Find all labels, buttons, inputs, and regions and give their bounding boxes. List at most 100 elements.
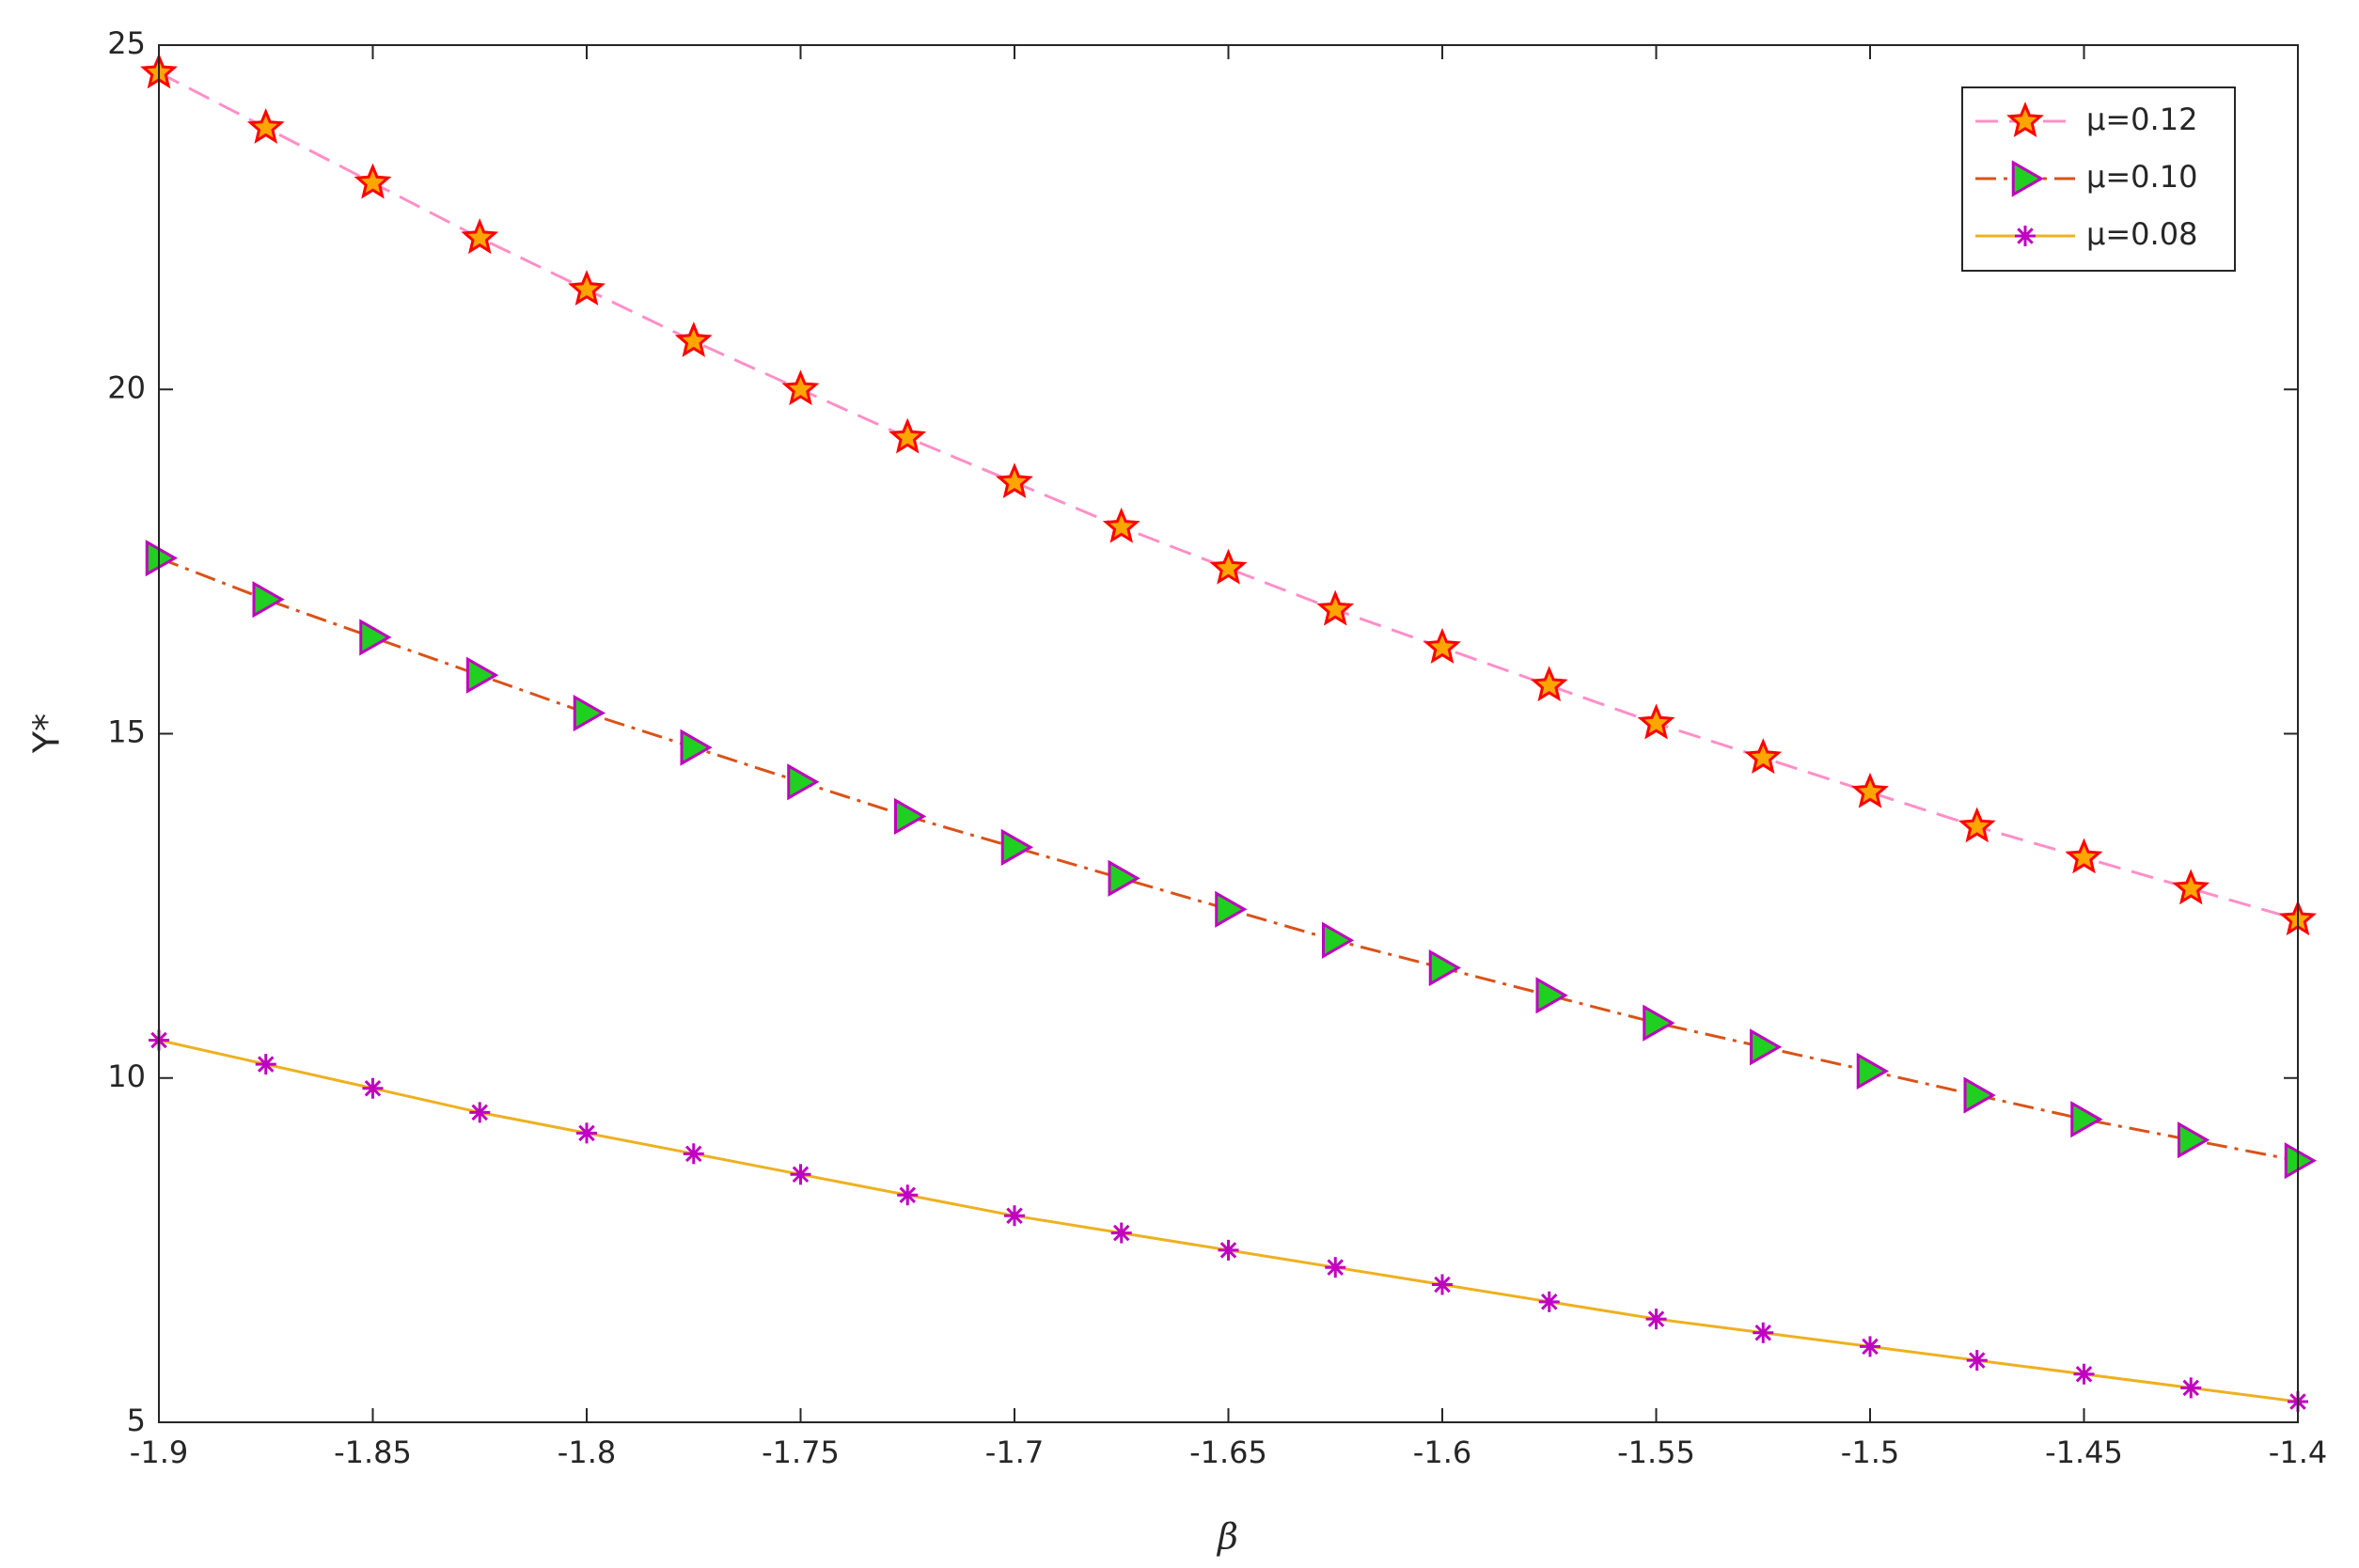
marker-stroke — [1754, 1325, 1772, 1341]
marker — [362, 1077, 384, 1099]
x-tick-label: -1.9 — [130, 1435, 188, 1470]
marker — [2172, 869, 2210, 905]
marker — [359, 619, 392, 656]
marker — [2011, 160, 2045, 197]
marker-stroke — [1540, 1294, 1558, 1310]
marker — [1643, 1004, 1675, 1042]
x-tick-label: -1.5 — [1841, 1435, 1899, 1470]
marker — [1851, 772, 1889, 808]
marker — [246, 107, 285, 144]
marker — [1000, 828, 1034, 866]
marker — [1637, 703, 1675, 740]
marker — [461, 218, 499, 255]
marker — [1428, 949, 1462, 987]
marker — [1530, 666, 1568, 702]
marker — [1856, 1052, 1890, 1090]
x-tick-label: -1.8 — [558, 1435, 616, 1470]
marker — [573, 694, 606, 732]
marker — [1110, 1222, 1132, 1244]
marker — [568, 270, 605, 306]
y-tick-label: 5 — [127, 1403, 146, 1438]
marker-stroke — [257, 1056, 275, 1073]
series-line — [158, 71, 2299, 921]
marker — [469, 1102, 491, 1123]
marker — [1218, 1239, 1239, 1261]
marker — [466, 656, 499, 694]
marker-stroke — [1434, 1276, 1451, 1294]
marker — [889, 417, 927, 454]
marker — [1963, 1076, 1996, 1114]
marker-stroke — [1647, 1310, 1665, 1327]
marker — [252, 581, 285, 619]
marker — [1423, 628, 1461, 664]
marker-stroke — [1327, 1259, 1345, 1276]
marker — [1209, 548, 1248, 585]
marker-stroke — [1862, 1338, 1879, 1356]
y-tick-label: 15 — [107, 714, 146, 750]
marker — [787, 763, 820, 801]
marker — [2070, 1101, 2103, 1138]
marker — [683, 1143, 704, 1165]
marker-stroke — [1112, 1224, 1130, 1242]
marker — [1432, 1274, 1453, 1295]
marker — [1645, 1309, 1667, 1330]
marker — [1535, 977, 1568, 1014]
legend-box — [1961, 86, 2236, 272]
marker — [2073, 1363, 2095, 1385]
x-tick-label: -1.75 — [762, 1435, 840, 1470]
marker — [2180, 1377, 2202, 1399]
x-tick-label: -1.85 — [334, 1435, 412, 1470]
marker-stroke — [364, 1079, 382, 1097]
marker — [680, 729, 713, 766]
marker — [1316, 589, 1355, 626]
marker — [894, 797, 927, 835]
marker — [2065, 838, 2103, 874]
marker — [1538, 1291, 1560, 1312]
marker-stroke — [2182, 1379, 2200, 1397]
x-tick-label: -1.7 — [985, 1435, 1044, 1470]
marker — [1004, 1205, 1025, 1227]
marker — [255, 1054, 276, 1075]
marker — [1744, 738, 1783, 775]
marker — [897, 1184, 919, 1206]
y-tick-label: 20 — [107, 369, 146, 405]
marker-stroke — [1219, 1242, 1237, 1259]
marker-stroke — [792, 1166, 810, 1184]
marker — [1753, 1322, 1774, 1343]
axes-box — [158, 44, 2299, 1423]
marker — [1958, 807, 1996, 843]
marker — [354, 163, 392, 199]
marker-stroke — [578, 1124, 595, 1142]
marker — [1108, 859, 1140, 897]
marker — [1322, 921, 1355, 959]
marker — [1860, 1336, 1880, 1357]
y-tick-label: 10 — [107, 1058, 146, 1094]
marker-stroke — [1006, 1207, 1023, 1225]
marker — [2284, 1142, 2318, 1180]
y-axis-label: Y* — [26, 713, 68, 754]
legend-label: μ=0.10 — [2086, 159, 2197, 195]
x-axis-label: β — [1216, 1516, 1238, 1558]
marker-stroke — [2075, 1365, 2093, 1383]
marker — [2006, 102, 2044, 137]
marker — [996, 463, 1033, 499]
marker-stroke — [471, 1104, 489, 1121]
x-tick-label: -1.6 — [1413, 1435, 1471, 1470]
x-tick-label: -1.55 — [1617, 1435, 1695, 1470]
marker — [674, 321, 713, 357]
marker — [2178, 1121, 2210, 1159]
marker — [1215, 890, 1248, 928]
marker — [1325, 1257, 1346, 1278]
marker — [1966, 1350, 1988, 1372]
marker-stroke — [684, 1145, 702, 1163]
legend-label: μ=0.12 — [2086, 102, 2197, 137]
marker — [145, 540, 179, 577]
marker — [781, 369, 820, 406]
marker-stroke — [1968, 1352, 1986, 1369]
marker-stroke — [2017, 227, 2034, 244]
marker-stroke — [899, 1186, 917, 1204]
marker — [1102, 507, 1140, 543]
x-tick-label: -1.45 — [2045, 1435, 2123, 1470]
y-tick-label: 25 — [107, 25, 146, 61]
